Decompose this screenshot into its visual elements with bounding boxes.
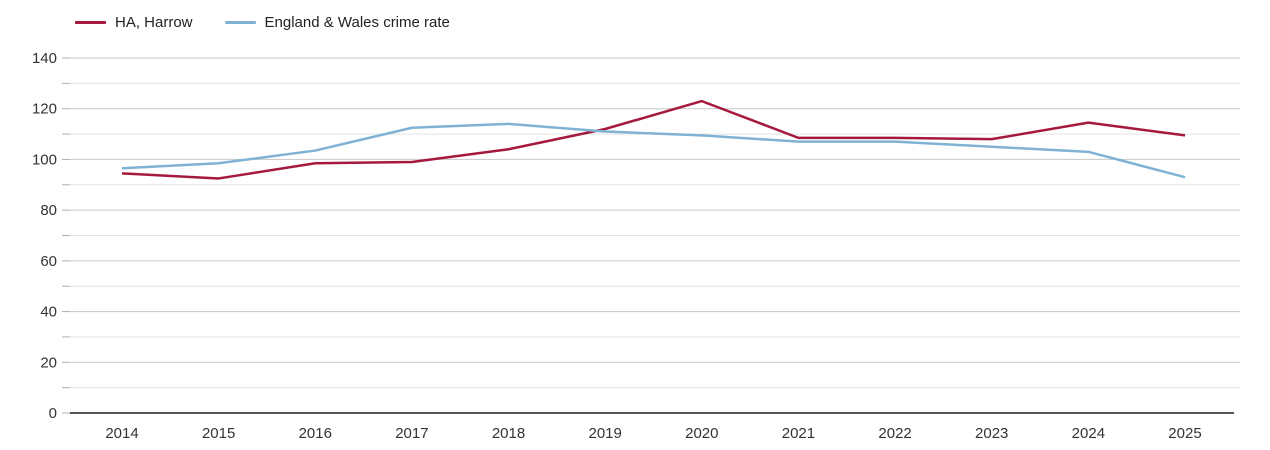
x-axis-label-2016: 2016 <box>299 425 332 442</box>
y-axis-label-80: 80 <box>40 202 57 219</box>
x-axis-label-2014: 2014 <box>105 425 138 442</box>
y-axis-label-100: 100 <box>32 151 57 168</box>
x-axis-label-2023: 2023 <box>975 425 1008 442</box>
y-axis-label-140: 140 <box>32 50 57 67</box>
legend-item-harrow: HA, Harrow <box>75 15 193 30</box>
y-axis-label-20: 20 <box>40 354 57 371</box>
legend-label-england-wales: England & Wales crime rate <box>264 14 450 31</box>
x-axis-label-2024: 2024 <box>1072 425 1105 442</box>
x-axis-label-2017: 2017 <box>395 425 428 442</box>
legend-label-harrow: HA, Harrow <box>115 14 193 31</box>
chart-legend: HA, Harrow England & Wales crime rate <box>75 15 450 30</box>
y-axis-label-120: 120 <box>32 101 57 118</box>
x-axis-label-2021: 2021 <box>782 425 815 442</box>
x-axis-label-2018: 2018 <box>492 425 525 442</box>
x-axis-label-2020: 2020 <box>685 425 718 442</box>
y-axis-label-60: 60 <box>40 253 57 270</box>
y-axis-label-0: 0 <box>49 405 57 422</box>
legend-swatch-harrow <box>75 21 106 24</box>
legend-swatch-england-wales <box>224 21 256 24</box>
x-axis-label-2022: 2022 <box>878 425 911 442</box>
x-axis-label-2015: 2015 <box>202 425 235 442</box>
x-axis-label-2019: 2019 <box>588 425 621 442</box>
x-axis-label-2025: 2025 <box>1168 425 1201 442</box>
series-line-harrow <box>121 99 1186 180</box>
series-line-england-wales <box>121 122 1186 179</box>
legend-item-england-wales: England & Wales crime rate <box>224 14 450 31</box>
y-axis-label-40: 40 <box>40 304 57 321</box>
